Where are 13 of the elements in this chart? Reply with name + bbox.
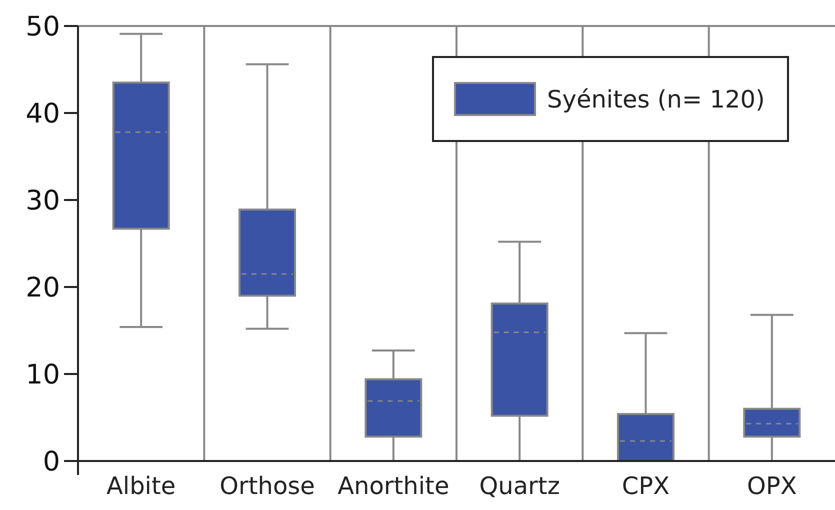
- x-tick-label: Albite: [106, 472, 176, 500]
- x-tick-label: OPX: [747, 472, 797, 500]
- legend-label: Syénites (n= 120): [547, 85, 765, 114]
- y-tick-label: 50: [26, 11, 60, 42]
- y-tick-label: 30: [26, 185, 60, 216]
- y-tick-label: 20: [26, 272, 60, 304]
- x-tick-label: Anorthite: [338, 472, 450, 500]
- y-tick-label: 40: [26, 98, 60, 130]
- x-tick-label: Quartz: [479, 472, 560, 500]
- y-tick-label: 0: [42, 446, 60, 478]
- x-tick-label: CPX: [622, 472, 670, 500]
- x-tick-label: Orthose: [220, 472, 315, 500]
- y-tick-label: 10: [26, 359, 60, 390]
